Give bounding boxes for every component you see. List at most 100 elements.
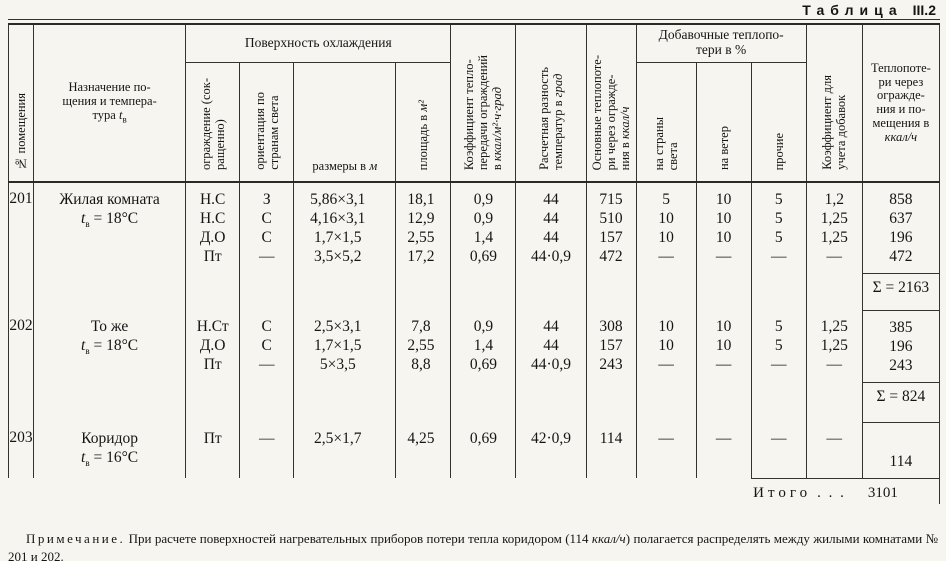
room-name-header-text: Назначение по- щения и темпера- тура [62, 80, 157, 122]
value-coef: — [826, 248, 843, 265]
value-area: 8,8 [411, 356, 431, 373]
value-other: 5 [774, 229, 783, 246]
cell-size: 2,5×3,1 1,7×1,5 5×3,5 [293, 310, 396, 422]
cell-orient: — [239, 422, 294, 478]
heat-loss-table: № помещения Назначение по- щения и темпе… [7, 23, 941, 504]
value-encl: Пт [203, 248, 222, 265]
wind-header-text: на ветер [716, 126, 731, 171]
value-area: 17,2 [407, 248, 435, 265]
value-dt: 44 [543, 337, 559, 354]
k-unit: ккал/м²·ч·град [490, 87, 505, 162]
col-header-k-coefficient: Коэффициент тепло- передачи ограждений в… [450, 23, 516, 183]
cell-other: 5 5 — [750, 310, 807, 422]
value-base: 114 [599, 430, 623, 447]
top-thin-rule [8, 19, 940, 20]
grand-total-cell: Итого . . . 3101 [751, 477, 941, 504]
grand-total-label: Итого [753, 484, 812, 501]
coef-header-text: Коэффициент для учета добавок [820, 75, 849, 171]
group-header-additional-losses: Добавочные теплопо- тери в % [635, 23, 807, 63]
col-header-room-number-text: № помещения [14, 92, 28, 171]
value-other: — [770, 356, 787, 373]
cell-other: 5 5 5 — [750, 182, 807, 310]
sides-header-text: на страны света [652, 116, 681, 171]
value-area: 7,8 [411, 318, 431, 335]
value-k: 0,9 [473, 318, 494, 335]
value-area: 4,25 [407, 430, 435, 447]
room-name-text: То же [90, 318, 129, 335]
room-number: 203 [7, 422, 34, 478]
room-name-text: Жилая комната [59, 191, 160, 208]
value-encl: Д.О [199, 337, 226, 354]
value-size: 4,16×3,1 [310, 210, 366, 227]
cell-coef: 1,2 1,25 1,25 — [805, 182, 863, 310]
block-sum: Σ = 2163 [862, 273, 939, 298]
block-sum: Σ = 824 [862, 381, 939, 407]
value-sides: 10 [658, 229, 674, 246]
col-header-area: площадь в м² [395, 62, 451, 183]
value-coef: — [826, 430, 843, 447]
cell-base: 114 [585, 422, 637, 478]
cell-size: 2,5×1,7 [293, 422, 396, 478]
value-wind: 10 [715, 229, 732, 246]
value-dt: 44 [543, 191, 559, 208]
base-unit: ккал/ч [618, 106, 633, 139]
value-wind: — [715, 430, 732, 447]
cell-encl: Пт [185, 422, 240, 478]
value-loss: 196 [889, 229, 913, 246]
col-header-addition-coefficient: Коэффициент для учета добавок [805, 23, 863, 183]
dt-header-text: Расчетная разность температур в град [537, 67, 565, 171]
value-loss: 114 [889, 452, 913, 470]
room-block-201: 201 Жилая комната tв = 18°C Н.С Н.С Д.О Пт З С С —… [7, 182, 941, 310]
value-k: 1,4 [473, 229, 494, 246]
cell-base: 308 157 243 [585, 310, 637, 422]
footnote-unit: ккал/ч [591, 531, 626, 546]
room-temperature: tв = 18°C [81, 210, 139, 230]
value-wind: 10 [715, 191, 732, 208]
room-block-203: 203 Коридор tв = 16°C Пт — 2,5×1,7 4,25 0,69 42·… [7, 421, 941, 478]
cell-coef: — [805, 422, 863, 478]
footnote-text-1: При расчете поверхностей нагревательных … [125, 531, 592, 546]
value-base: 308 [599, 318, 623, 335]
value-encl: Д.О [199, 229, 226, 246]
cell-loss: 114 [861, 421, 941, 478]
room-name-text: Коридор [81, 430, 138, 447]
value-coef: 1,25 [820, 337, 848, 354]
value-coef: 1,25 [820, 318, 848, 335]
t-symbol: t [118, 107, 123, 122]
total-header-text: Теплопоте- ри через огражде- ния и по- м… [870, 60, 931, 130]
cell-dt: 42·0,9 [515, 422, 587, 478]
value-orient: С [261, 337, 272, 354]
footnote-text-2: ) полагается распределять между жилыми к… [8, 531, 938, 561]
value-orient: С [261, 229, 272, 246]
value-loss: 385 [889, 318, 913, 336]
cell-area: 7,8 2,55 8,8 [395, 310, 451, 422]
value-sides: 10 [658, 210, 674, 227]
value-encl: Н.С [199, 191, 226, 208]
cell-base: 715 510 157 472 [585, 182, 637, 310]
col-header-orientation: ориентация по странам света [239, 62, 294, 183]
cell-coef: 1,25 1,25 — [805, 310, 863, 422]
value-dt: 44 [543, 210, 559, 227]
cell-encl: Н.С Н.С Д.О Пт [185, 182, 240, 310]
room-temperature: tв = 18°C [81, 337, 139, 357]
room-number: 201 [7, 182, 34, 310]
value-loss: 472 [889, 248, 913, 265]
footnote-label: Примечание. [26, 531, 126, 546]
cell-area: 4,25 [395, 422, 451, 478]
value-base: 157 [599, 229, 623, 246]
value-dt: 44 [543, 229, 559, 246]
cell-wind: — [695, 422, 752, 478]
cell-wind: 10 10 — [695, 310, 752, 422]
value-area: 2,55 [407, 337, 435, 354]
value-other: — [770, 248, 787, 265]
value-orient: З [262, 191, 271, 208]
group-header-cooling-surface: Поверхность охлаждения [185, 23, 451, 63]
value-loss: 858 [889, 191, 913, 208]
value-k: 0,69 [469, 248, 497, 265]
grand-total-row: Итого . . . 3101 [9, 477, 941, 504]
value-coef: 1,25 [820, 210, 848, 227]
cell-sides: — [635, 422, 697, 478]
value-orient: — [258, 248, 275, 265]
room-block-202: 202 То же tв = 18°C Н.Ст Д.О Пт С С — 2,5×3,1 1,7×… [7, 309, 941, 422]
